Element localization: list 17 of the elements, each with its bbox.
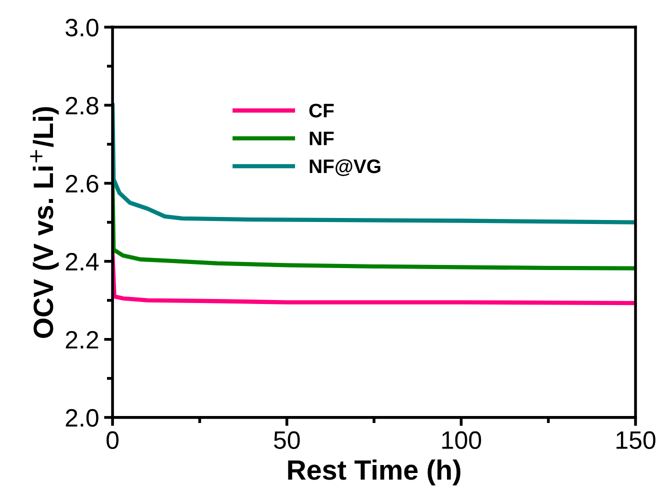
line-series	[112, 251, 636, 306]
x-tick-label: 150	[616, 431, 656, 449]
line-series	[112, 103, 636, 224]
y-tick-label: 2.0	[66, 409, 98, 427]
y-tick-label: 2.8	[66, 96, 98, 115]
x-tick-label: 0	[106, 431, 119, 449]
y-tick-label: 3.0	[66, 18, 98, 36]
y-tick-label: 2.6	[66, 174, 98, 193]
x-tick-label: 50	[274, 431, 300, 449]
legend-label: CF	[309, 104, 334, 118]
y-tick-label: 2.4	[66, 252, 99, 270]
y-tick-label: 2.2	[66, 330, 98, 348]
x-axis-title: Rest Time (h)	[288, 459, 460, 486]
y-axis-title: OCV (V vs. Li$^{+}$/Li)	[30, 107, 59, 338]
legend-label: NF@VG	[310, 159, 380, 176]
x-tick-label: 100	[442, 431, 482, 449]
legend-label: NF	[310, 132, 334, 146]
